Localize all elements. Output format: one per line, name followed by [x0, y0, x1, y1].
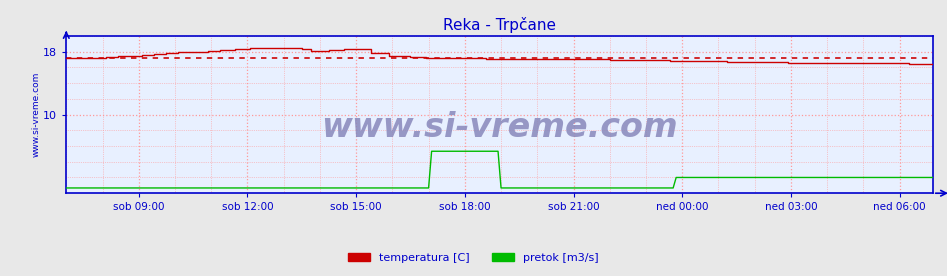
Title: Reka - Trpčane: Reka - Trpčane	[443, 17, 556, 33]
Legend: temperatura [C], pretok [m3/s]: temperatura [C], pretok [m3/s]	[344, 249, 603, 268]
Y-axis label: www.si-vreme.com: www.si-vreme.com	[31, 72, 41, 157]
Text: www.si-vreme.com: www.si-vreme.com	[321, 111, 678, 144]
